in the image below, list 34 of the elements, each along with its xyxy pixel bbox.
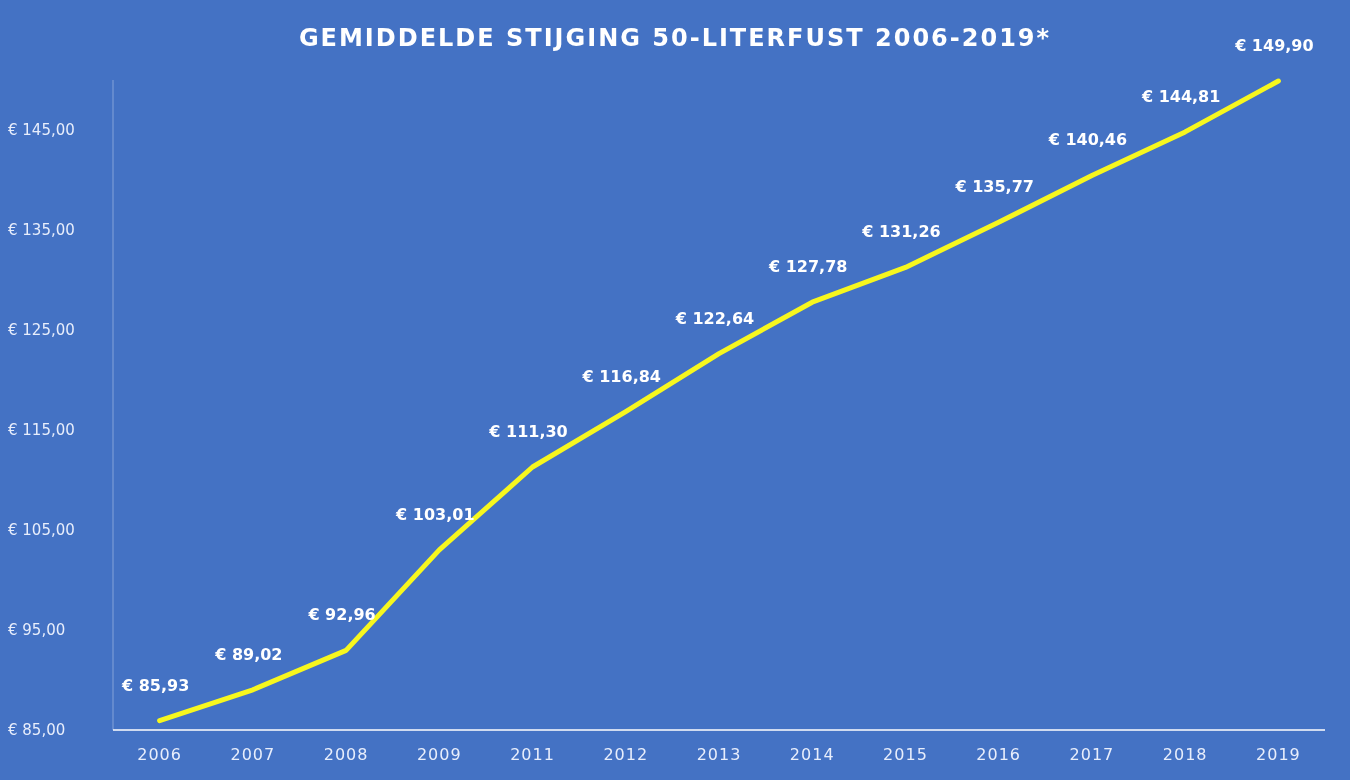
data-label: € 103,01: [395, 504, 475, 524]
data-label: € 116,84: [581, 366, 661, 386]
y-tick-label: € 95,00: [8, 621, 66, 640]
y-tick-label: € 105,00: [8, 521, 75, 540]
x-tick-label: 2012: [603, 745, 649, 764]
data-label: € 144,81: [1140, 86, 1221, 106]
data-label: € 92,96: [307, 605, 376, 625]
data-label: € 135,77: [954, 177, 1034, 197]
data-label: € 131,26: [861, 222, 941, 242]
x-tick-label: 2018: [1162, 745, 1208, 764]
x-tick-label: 2016: [976, 745, 1022, 764]
y-tick-label: € 125,00: [8, 321, 75, 340]
x-tick-label: 2008: [323, 745, 369, 764]
data-label: € 140,46: [1047, 130, 1128, 150]
data-label: € 85,93: [120, 675, 190, 695]
x-tick-label: 2007: [230, 745, 276, 764]
y-tick-label: € 85,00: [8, 721, 66, 740]
x-tick-label: 2006: [137, 745, 182, 764]
x-tick-label: 2013: [696, 745, 742, 764]
data-label: € 111,30: [488, 422, 568, 441]
x-tick-label: 2009: [416, 745, 462, 764]
data-label: € 89,02: [214, 644, 283, 664]
x-tick-label: 2019: [1256, 745, 1301, 764]
x-tick-label: 2014: [789, 745, 835, 764]
data-label: € 127,78: [768, 257, 848, 277]
y-tick-label: € 135,00: [8, 221, 75, 240]
data-label: € 122,64: [674, 308, 755, 328]
chart-title: GEMIDDELDE STIJGING 50-LITERFUST 2006-2019*: [298, 24, 1052, 52]
x-tick-label: 2011: [510, 745, 555, 764]
y-tick-label: € 115,00: [8, 421, 75, 440]
x-tick-label: 2017: [1069, 745, 1115, 764]
data-label: € 149,90: [1234, 36, 1314, 55]
y-tick-label: € 145,00: [8, 121, 75, 140]
x-tick-label: 2015: [883, 745, 928, 764]
